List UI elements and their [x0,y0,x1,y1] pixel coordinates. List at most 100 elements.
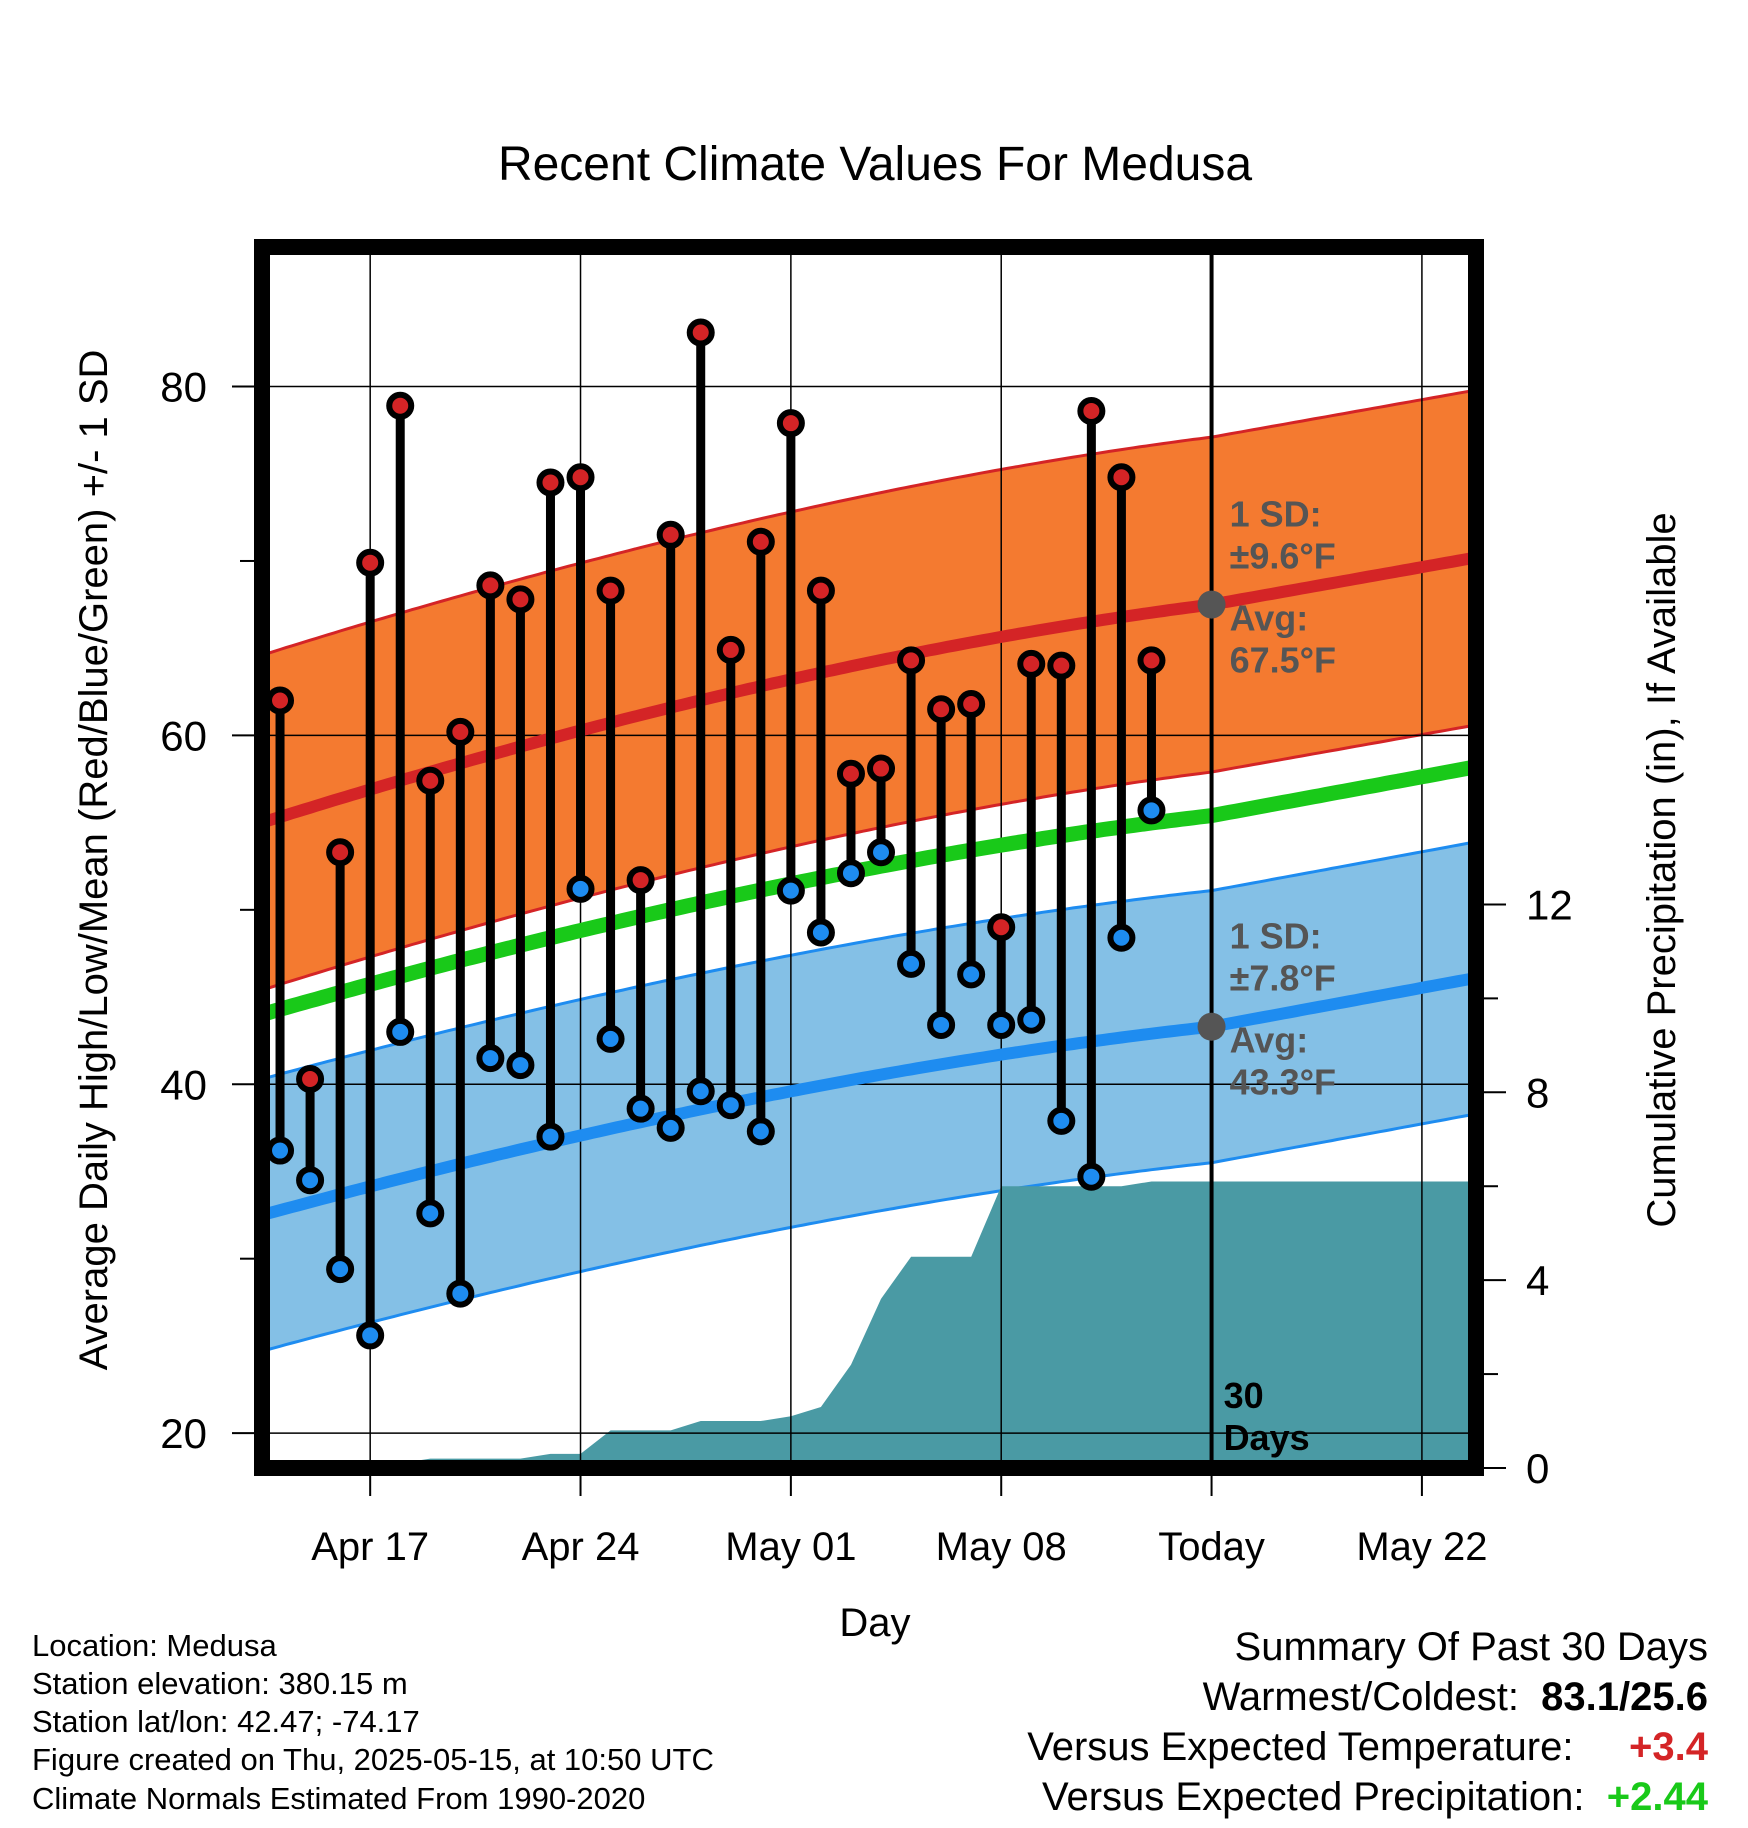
daily-high-point [1107,463,1136,492]
high-sd-label: 1 SD: [1230,494,1322,535]
chart-title: Recent Climate Values For Medusa [498,138,1252,191]
daily-low-point [897,949,926,978]
summary-temperature: Versus Expected Temperature: +3.4 [1027,1722,1708,1772]
high-sd-band [262,390,1476,991]
daily-low-point [296,1166,325,1195]
daily-low-point [356,1321,385,1350]
today-high-avg-marker [1197,590,1226,619]
daily-low-point [716,1091,745,1120]
footer-created: Figure created on Thu, 2025-05-15, at 10… [32,1742,714,1777]
days-label-number: 30 [1224,1375,1264,1416]
high-avg-label: Avg: [1230,598,1309,639]
daily-high-point [716,635,745,664]
daily-low-point [326,1255,355,1284]
daily-low-point [266,1136,295,1165]
daily-high-point [686,318,715,347]
low-sd-band [262,841,1476,1352]
daily-low-point [867,838,896,867]
x-axis-label: Day [839,1601,910,1645]
x-tick-label: May 08 [936,1525,1067,1569]
daily-low-point [987,1010,1016,1039]
daily-high-point [746,527,775,556]
low-avg-label: Avg: [1230,1020,1309,1061]
daily-high-point [506,585,535,614]
footer-normals: Climate Normals Estimated From 1990-2020 [32,1781,646,1816]
footer-elevation: Station elevation: 380.15 m [32,1666,408,1701]
daily-high-point [626,866,655,895]
daily-low-point [1107,923,1136,952]
daily-high-point [1137,646,1166,675]
daily-high-point [776,409,805,438]
low-sd-label: 1 SD: [1230,916,1322,957]
daily-low-point [656,1113,685,1142]
high-sd-value: ±9.6°F [1230,536,1336,577]
daily-high-point [356,548,385,577]
daily-low-point [536,1122,565,1151]
daily-low-point [806,918,835,947]
daily-high-point [386,391,415,420]
high-band-upper-edge [262,388,1476,657]
y-axis-label-right: Cumulative Precipitation (in), If Availa… [1640,512,1684,1227]
precip-label: Versus Expected Precipitation: [1042,1775,1585,1819]
footer-location: Location: Medusa [32,1628,277,1663]
daily-low-point [416,1199,445,1228]
x-tick-label: May 01 [725,1525,856,1569]
daily-high-point [536,468,565,497]
y-tick-label-right: 12 [1526,881,1573,928]
temp-label: Versus Expected Temperature: [1027,1725,1574,1769]
daily-high-point [476,571,505,600]
daily-high-point [266,686,295,715]
precip-area [262,1181,1476,1468]
daily-high-point [656,520,685,549]
y-tick-label-left: 40 [160,1061,207,1108]
precip-value: +2.44 [1606,1775,1708,1819]
summary-warmest-coldest: Warmest/Coldest: 83.1/25.6 [1203,1672,1708,1722]
daily-high-point [1017,649,1046,678]
x-tick-label: Apr 24 [522,1525,640,1569]
daily-low-point [626,1094,655,1123]
daily-low-point [1137,796,1166,825]
daily-high-point [867,754,896,783]
x-tick-label: Today [1158,1525,1265,1569]
daily-low-point [596,1024,625,1053]
summary-title-text: Summary Of Past 30 Days [1234,1625,1708,1669]
days-label-text: Days [1224,1417,1310,1458]
daily-high-point [1077,396,1106,425]
daily-low-point [1047,1106,1076,1135]
warmest-coldest-value: 83.1/25.6 [1541,1675,1708,1719]
x-tick-label: Apr 17 [311,1525,429,1569]
daily-high-point [806,576,835,605]
warmest-coldest-label: Warmest/Coldest: [1202,1675,1519,1719]
footer-latlon: Station lat/lon: 42.47; -74.17 [32,1704,420,1739]
y-tick-label-left: 80 [160,364,207,411]
daily-high-point [836,759,865,788]
daily-high-point [296,1065,325,1094]
daily-high-point [957,690,986,719]
summary-precipitation: Versus Expected Precipitation: +2.44 [1042,1772,1708,1822]
daily-high-point [566,463,595,492]
daily-low-point [566,874,595,903]
daily-low-point [957,960,986,989]
y-axis-label-left: Average Daily High/Low/Mean (Red/Blue/Gr… [72,350,116,1371]
daily-high-point [446,717,475,746]
high-avg-value: 67.5°F [1230,640,1336,681]
today-low-avg-marker [1197,1012,1226,1041]
daily-low-point [1017,1005,1046,1034]
daily-high-point [596,576,625,605]
y-tick-label-left: 60 [160,712,207,759]
y-tick-label-left: 20 [160,1410,207,1457]
plot-frame [254,239,1484,1476]
daily-high-point [1047,651,1076,680]
daily-high-point [326,838,355,867]
daily-low-point [386,1017,415,1046]
daily-low-point [476,1044,505,1073]
daily-low-point [446,1279,475,1308]
low-sd-value: ±7.8°F [1230,958,1336,999]
daily-low-point [746,1117,775,1146]
summary-title: Summary Of Past 30 Days [1235,1622,1708,1672]
daily-high-point [416,766,445,795]
daily-low-point [776,876,805,905]
